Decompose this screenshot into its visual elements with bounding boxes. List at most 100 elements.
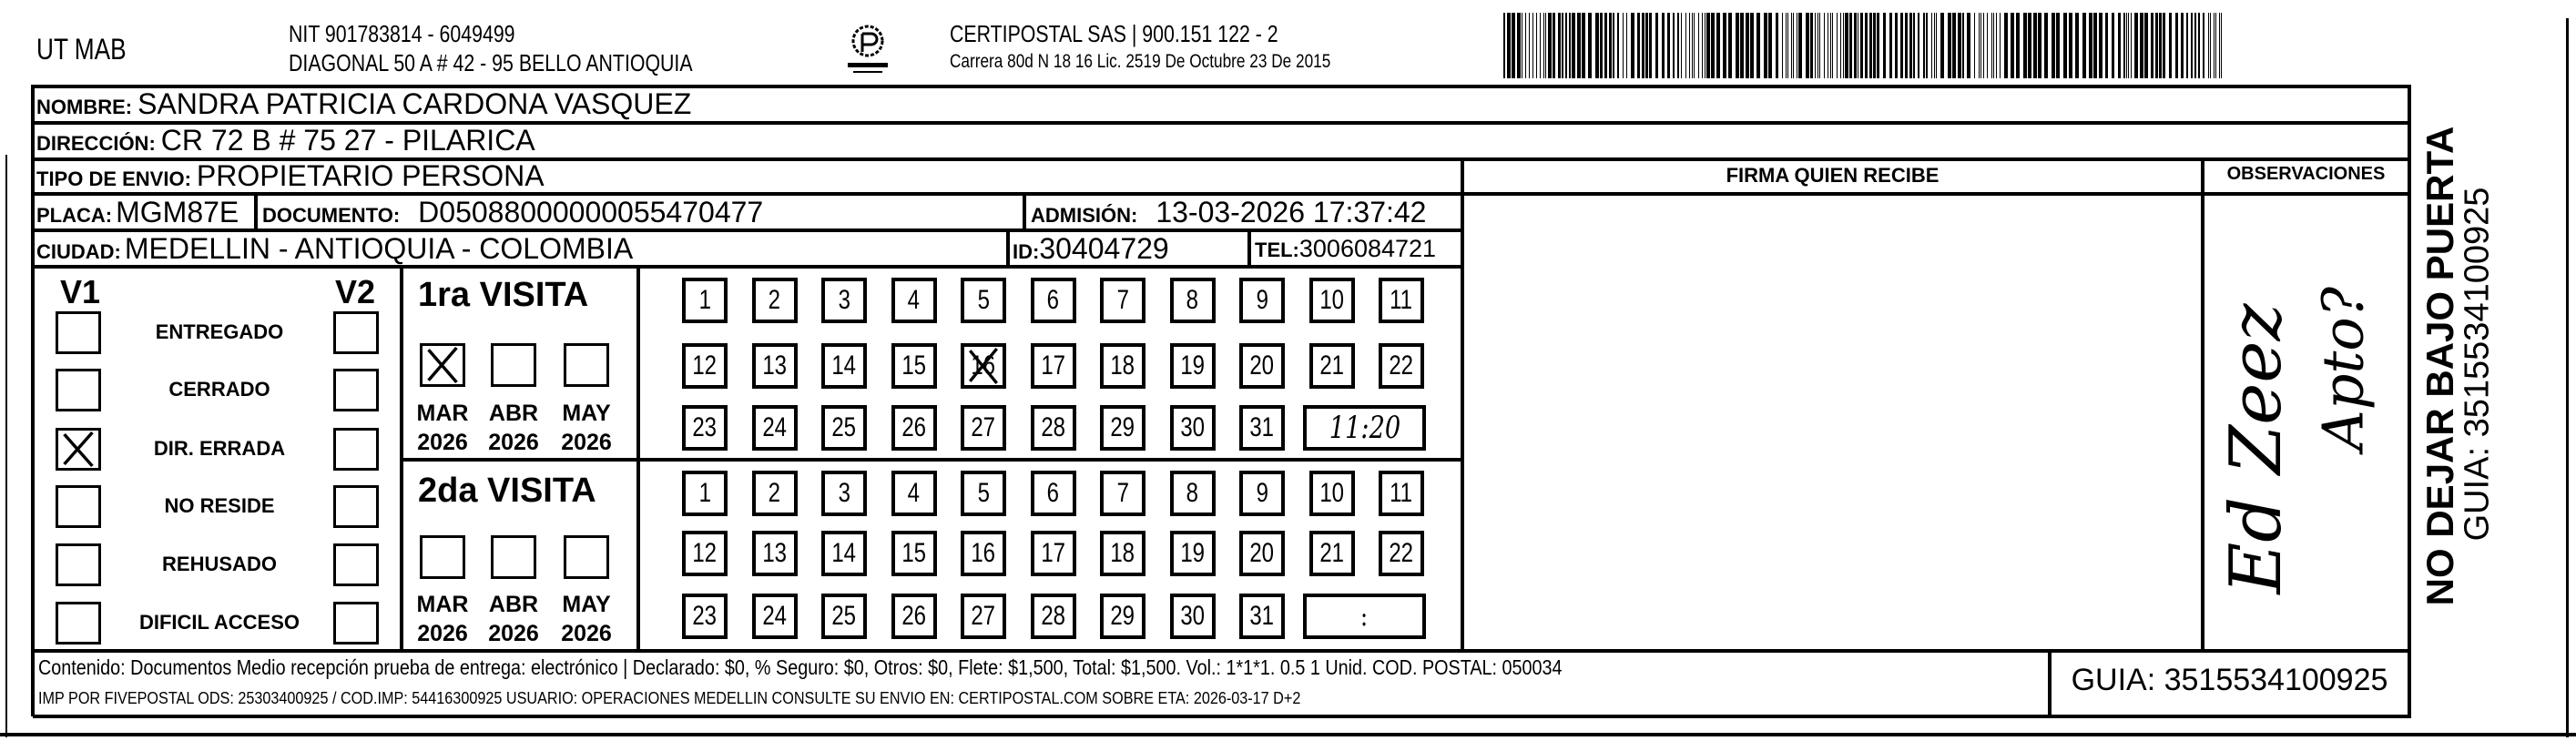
v1-checkbox[interactable] [56,369,101,411]
day-box[interactable]: 2 [751,471,798,516]
day-box[interactable]: 18 [1100,531,1145,576]
day-box[interactable]: 13 [751,531,798,576]
day-box[interactable]: 7 [1100,471,1145,516]
day-box[interactable]: 7 [1100,278,1145,323]
day-box[interactable]: 19 [1169,343,1216,389]
day-box[interactable]: 18 [1100,343,1145,389]
day-box[interactable]: 9 [1239,471,1285,516]
day-box[interactable]: 24 [751,594,798,639]
day-box[interactable]: 14 [821,343,867,389]
day-box[interactable]: 29 [1100,405,1145,451]
day-box[interactable]: 30 [1169,405,1216,451]
day-box[interactable]: 23 [682,405,728,451]
day-box[interactable]: 21 [1308,531,1355,576]
day-box[interactable]: 31 [1239,594,1285,639]
day-box[interactable]: 11 [1379,278,1424,323]
day-box[interactable]: 3 [821,471,867,516]
day-box[interactable]: 27 [961,405,1006,451]
month-checkbox[interactable] [420,535,465,579]
day-box[interactable]: 12 [682,343,728,389]
day-box[interactable]: 1 [682,471,728,516]
day-box[interactable]: 16 [961,531,1006,576]
day-box[interactable]: 28 [1030,405,1076,451]
day-box[interactable]: 13 [751,343,798,389]
day-box[interactable]: 22 [1379,343,1424,389]
day-box[interactable]: 10 [1308,278,1355,323]
day-box[interactable]: 25 [821,405,867,451]
day-box[interactable]: 2 [751,278,798,323]
day-box[interactable]: 27 [961,594,1006,639]
day-box[interactable]: 21 [1308,343,1355,389]
day-number: 13 [762,350,787,381]
day-box[interactable]: 8 [1169,278,1216,323]
v1-checkbox[interactable] [56,543,101,586]
carrier-name: CERTIPOSTAL SAS | 900.151 122 - 2 [950,20,1350,48]
day-box[interactable]: 5 [961,471,1006,516]
day-number: 11 [1390,478,1413,508]
day-box[interactable]: 5 [961,278,1006,323]
day-box[interactable]: 19 [1169,531,1216,576]
day-box[interactable]: 22 [1379,531,1424,576]
v2-checkbox[interactable] [333,428,379,471]
v2-checkbox[interactable] [333,311,379,354]
day-box[interactable]: 12 [682,531,728,576]
day-box[interactable]: 31 [1239,405,1285,451]
barcode-bar [1987,13,1988,78]
v1-checkbox[interactable] [56,602,101,645]
day-box[interactable]: 25 [821,594,867,639]
day-box[interactable]: 23 [682,594,728,639]
day-box[interactable]: 14 [821,531,867,576]
day-box[interactable]: 26 [891,405,937,451]
v2-checkbox[interactable] [333,543,379,586]
barcode-bar [2144,13,2148,78]
day-number: 19 [1180,538,1205,568]
barcode-bar [1716,13,1720,78]
barcode-bar [1543,13,1544,78]
day-box[interactable]: 1 [682,278,728,323]
month-checkbox[interactable] [420,343,465,387]
day-box[interactable]: 24 [751,405,798,451]
day-box[interactable]: 11 [1379,471,1424,516]
day-box[interactable]: 6 [1030,278,1076,323]
month-year: 2026 [417,430,468,455]
day-box[interactable]: 20 [1239,531,1285,576]
v2-checkbox[interactable] [333,485,379,528]
day-box[interactable]: 26 [891,594,937,639]
month-checkbox[interactable] [491,535,536,579]
v2-checkbox[interactable] [333,369,379,411]
day-box[interactable]: 9 [1239,278,1285,323]
barcode-bar [1588,13,1592,78]
day-box[interactable]: 17 [1030,531,1076,576]
day-box[interactable]: 15 [891,343,937,389]
day-box[interactable]: 29 [1100,594,1145,639]
barcode-bar [1918,13,1919,78]
day-box[interactable]: 20 [1239,343,1285,389]
v1-checkbox[interactable] [56,485,101,528]
month-checkbox[interactable] [564,343,609,387]
barcode-bar [2186,13,2188,78]
time-box[interactable]: 11:20 [1303,405,1426,451]
day-number: 20 [1249,350,1275,381]
v2-checkbox[interactable] [333,602,379,645]
day-box[interactable]: 6 [1030,471,1076,516]
v1-checkbox[interactable] [56,311,101,354]
day-box[interactable]: 17 [1030,343,1076,389]
day-box[interactable]: 16 [961,343,1006,389]
day-box[interactable]: 10 [1308,471,1355,516]
carrier-name-text: CERTIPOSTAL SAS | 900.151 122 - 2 [950,20,1278,47]
day-box[interactable]: 8 [1169,471,1216,516]
signature-area[interactable] [1464,196,2201,649]
barcode-bar [1849,13,1852,78]
id-value: 30404729 [1039,232,1169,265]
day-box[interactable]: 28 [1030,594,1076,639]
month-checkbox[interactable] [491,343,536,387]
day-box[interactable]: 4 [891,278,937,323]
time-box[interactable]: : [1303,594,1426,639]
day-box[interactable]: 4 [891,471,937,516]
month-checkbox[interactable] [564,535,609,579]
v1-checkbox[interactable] [56,428,101,471]
x-check-mark [969,348,998,384]
day-box[interactable]: 15 [891,531,937,576]
day-box[interactable]: 3 [821,278,867,323]
day-box[interactable]: 30 [1169,594,1216,639]
